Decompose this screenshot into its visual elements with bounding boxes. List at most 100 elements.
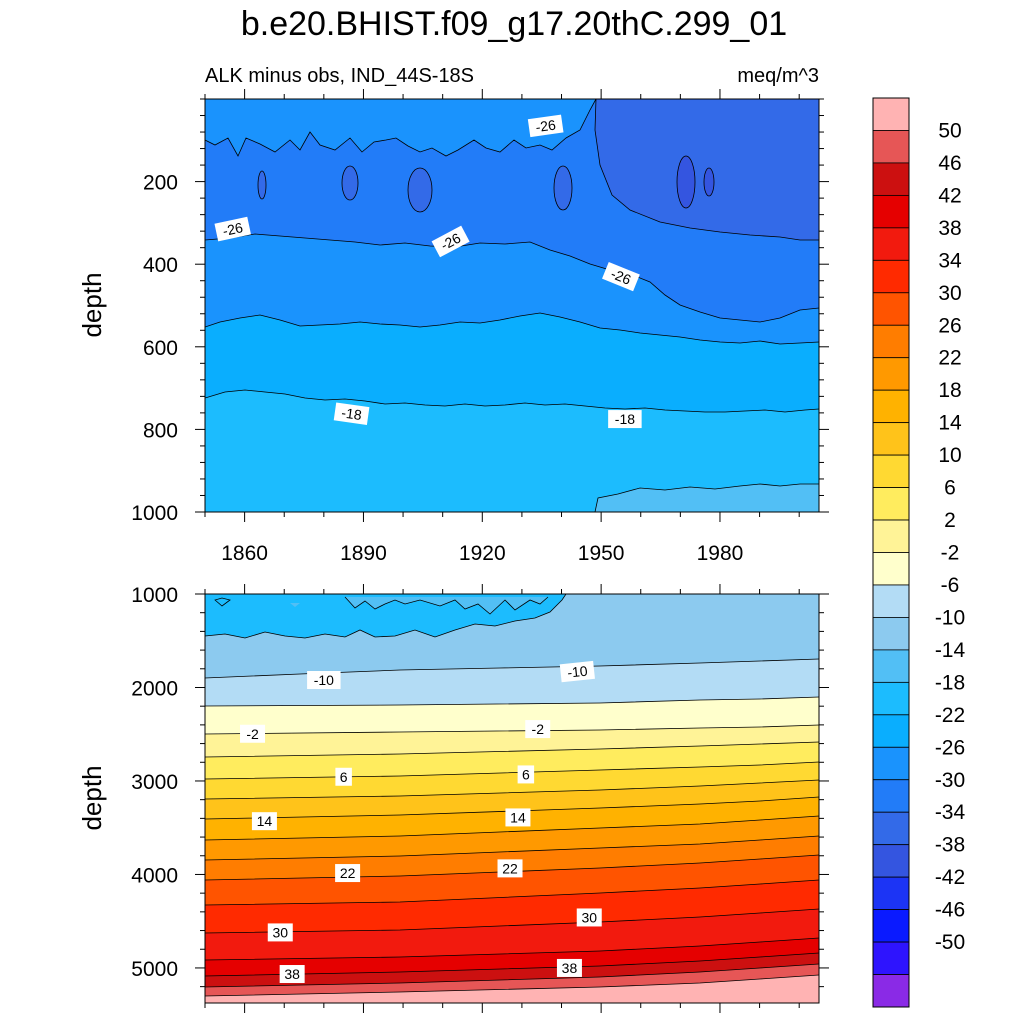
contour-label: 6 (517, 765, 535, 784)
colorbar-label: -38 (935, 834, 965, 857)
patch (342, 166, 358, 200)
contour-label: -2 (240, 724, 266, 743)
colorbar-swatch (872, 876, 910, 911)
colorbar-label: 22 (938, 347, 961, 370)
contour-label-text: 14 (510, 809, 526, 825)
contour-label-bg (307, 671, 341, 690)
contour-label-bg (335, 767, 352, 786)
colorbar-swatch (872, 487, 910, 521)
contour-label: -18 (608, 410, 642, 429)
contour-label-text: 30 (581, 909, 597, 925)
top-plot-frame (204, 98, 820, 513)
colorbar-swatch (872, 194, 910, 229)
bottom-plot-frame (204, 593, 820, 1004)
colorbar-swatch (872, 811, 910, 846)
colorbar-label: 42 (938, 184, 961, 207)
colorbar-swatch (872, 584, 910, 618)
contour-label-bg (335, 864, 361, 883)
top-panel: -26 -26 -26 -26 -18 -18 1860 1890 1920 1950 1980 2… (77, 89, 829, 565)
x-tick-label: 1980 (697, 542, 744, 565)
contour-label-bg (251, 812, 277, 831)
contour-label: -10 (307, 671, 341, 690)
colorbar-label: -14 (935, 639, 966, 662)
contour-label-text: 14 (257, 813, 273, 829)
chart-title: b.e20.BHIST.f09_g17.20thC.299_01 (241, 5, 787, 43)
contour-label-text: 38 (562, 960, 578, 976)
contour-label: 22 (335, 864, 361, 883)
colorbar-label: -22 (935, 704, 965, 727)
contour-label-bg (608, 410, 642, 429)
y-tick-label: 400 (143, 254, 178, 277)
patch (345, 597, 548, 614)
contour-labels-bottom: -10 -10 -2 -2 6 6 14 14 22 22 30 30 38 38 (240, 660, 602, 984)
colorbar-swatch (872, 454, 910, 488)
colorbar-swatch (872, 519, 910, 553)
contour-label: -26 (602, 261, 640, 292)
colorbar-label: -30 (935, 769, 965, 792)
colorbar-label: -50 (935, 931, 965, 954)
colorbar-swatch (872, 941, 910, 975)
y-tick-label: 1000 (131, 502, 178, 525)
colorbar: 50 46 42 38 34 30 26 22 18 14 10 6 2 -2 -6 -10 -14 -18 -22… (872, 97, 966, 1008)
contour-label: -10 (559, 660, 595, 683)
colorbar-swatch (872, 357, 910, 391)
y-tick-label: 1000 (131, 584, 178, 607)
colorbar-swatch (872, 844, 910, 878)
patch (290, 603, 300, 607)
x-tick-label: 1950 (578, 542, 625, 565)
colorbar-swatch (872, 422, 910, 456)
contour-labels-top: -26 -26 -26 -26 -18 -18 (214, 114, 642, 429)
contour-label: 30 (267, 923, 293, 942)
contour-label-bg (559, 660, 595, 683)
contour-label: 14 (251, 812, 277, 831)
y-tick-label: 800 (143, 419, 178, 442)
patch (408, 168, 432, 212)
contour-label-text: -26 (609, 265, 634, 287)
colorbar-label: 30 (938, 282, 961, 305)
top-y-axis-label: depth (77, 272, 107, 337)
top-axes: 1860 1890 1920 1950 1980 200 400 600 800 1000 (131, 89, 829, 565)
contour-label-text: -26 (535, 116, 557, 135)
bottom-panel: -10 -10 -2 -2 6 6 14 14 22 22 30 30 38 38 1000 2000 300… (77, 584, 829, 1013)
colorbar-label: 2 (944, 509, 956, 532)
contour-label-text: -26 (221, 219, 244, 239)
colorbar-swatch (872, 617, 910, 651)
contour-label-bg (497, 859, 523, 878)
x-tick-label: 1860 (221, 542, 268, 565)
colorbar-label: -6 (941, 574, 960, 597)
y-tick-label: 2000 (131, 677, 178, 700)
contour-label-bg (333, 402, 370, 425)
contour-label-bg (525, 720, 551, 739)
colorbar-swatch (872, 227, 910, 261)
colorbar-swatch (872, 714, 910, 748)
contour-label-bg (517, 765, 535, 784)
contour-label: 38 (279, 965, 305, 984)
colorbar-label: -10 (935, 606, 965, 629)
contour-label-text: -2 (532, 721, 545, 737)
y-tick-label: 600 (143, 337, 178, 360)
colorbar-label: -34 (935, 801, 966, 824)
colorbar-label: -26 (935, 736, 965, 759)
x-tick-label: 1890 (340, 542, 387, 565)
contour-label-bg (556, 958, 582, 977)
contour-label-bg (240, 724, 266, 743)
contour-label: -26 (214, 216, 251, 242)
contour-label-text: 6 (340, 769, 348, 785)
colorbar-label: -2 (941, 542, 960, 565)
contour-label: -2 (525, 720, 551, 739)
x-tick-label: 1920 (459, 542, 506, 565)
y-tick-label: 4000 (131, 864, 178, 887)
colorbar-swatch (872, 324, 910, 359)
colorbar-swatch (872, 746, 910, 781)
contour-label-text: 22 (502, 860, 518, 876)
colorbar-swatch (872, 389, 910, 424)
y-tick-label: 5000 (131, 958, 178, 981)
contour-label: -26 (527, 114, 564, 138)
contour-label-text: -10 (314, 672, 334, 688)
y-tick-label: 3000 (131, 771, 178, 794)
colorbar-label: 26 (938, 314, 961, 337)
contour-label-bg (279, 965, 305, 984)
colorbar-label: -46 (935, 899, 965, 922)
contour-label-bg (267, 923, 293, 942)
